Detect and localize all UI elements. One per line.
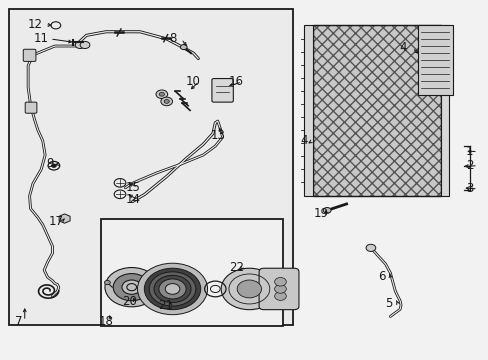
Circle shape bbox=[144, 268, 201, 310]
Text: 5: 5 bbox=[385, 297, 392, 310]
Circle shape bbox=[75, 41, 85, 49]
FancyBboxPatch shape bbox=[25, 102, 37, 113]
Circle shape bbox=[161, 97, 172, 106]
Text: 21: 21 bbox=[158, 299, 173, 312]
Circle shape bbox=[165, 284, 180, 294]
Text: 17: 17 bbox=[49, 215, 64, 228]
Circle shape bbox=[180, 45, 187, 50]
Text: 4: 4 bbox=[299, 134, 307, 147]
Circle shape bbox=[221, 268, 277, 310]
Circle shape bbox=[104, 280, 110, 285]
Circle shape bbox=[159, 92, 164, 96]
Text: 8: 8 bbox=[169, 32, 176, 45]
Circle shape bbox=[323, 207, 330, 213]
Text: 1: 1 bbox=[465, 145, 472, 158]
Circle shape bbox=[237, 280, 261, 298]
Circle shape bbox=[366, 244, 375, 251]
Bar bbox=[303, 24, 312, 196]
Text: 14: 14 bbox=[125, 193, 140, 206]
Bar bbox=[417, 25, 452, 95]
Text: 7: 7 bbox=[15, 315, 22, 328]
FancyBboxPatch shape bbox=[259, 268, 298, 310]
Circle shape bbox=[159, 279, 186, 299]
Circle shape bbox=[113, 274, 150, 301]
Text: 9: 9 bbox=[46, 157, 54, 170]
Text: 19: 19 bbox=[313, 207, 328, 220]
FancyBboxPatch shape bbox=[211, 78, 233, 102]
Circle shape bbox=[105, 267, 158, 307]
Circle shape bbox=[51, 164, 56, 167]
Bar bbox=[312, 24, 441, 196]
Circle shape bbox=[274, 292, 286, 300]
Circle shape bbox=[156, 90, 167, 99]
Text: 6: 6 bbox=[377, 270, 385, 283]
Text: 2: 2 bbox=[465, 159, 472, 172]
Text: 11: 11 bbox=[34, 32, 49, 45]
Circle shape bbox=[80, 41, 90, 49]
Text: 13: 13 bbox=[210, 129, 225, 142]
Circle shape bbox=[274, 285, 286, 293]
FancyBboxPatch shape bbox=[23, 49, 36, 62]
Text: 20: 20 bbox=[122, 295, 137, 308]
Circle shape bbox=[149, 272, 196, 306]
Bar bbox=[9, 9, 292, 325]
Text: 15: 15 bbox=[125, 181, 140, 194]
Text: 3: 3 bbox=[465, 183, 472, 195]
Circle shape bbox=[137, 263, 207, 315]
Text: 10: 10 bbox=[185, 75, 200, 88]
Text: 4: 4 bbox=[398, 41, 406, 54]
Text: 12: 12 bbox=[28, 18, 43, 31]
Text: 18: 18 bbox=[99, 315, 113, 328]
Bar bbox=[101, 219, 283, 327]
Circle shape bbox=[122, 280, 141, 294]
Circle shape bbox=[154, 275, 191, 302]
Circle shape bbox=[274, 278, 286, 286]
Bar bbox=[441, 24, 448, 196]
Text: 16: 16 bbox=[228, 75, 244, 88]
Circle shape bbox=[164, 99, 169, 103]
Bar bbox=[312, 24, 441, 196]
Text: 22: 22 bbox=[228, 261, 244, 274]
